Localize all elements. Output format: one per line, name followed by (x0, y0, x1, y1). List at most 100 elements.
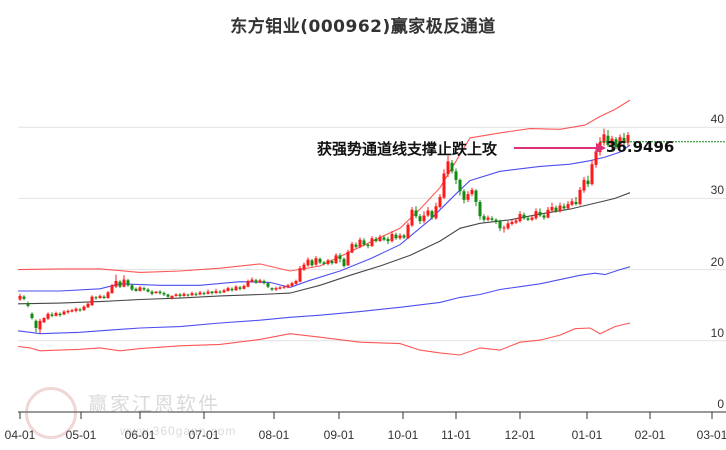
candle (326, 260, 330, 264)
candle (34, 320, 38, 328)
candle (186, 294, 190, 296)
candle (538, 211, 542, 216)
candle (246, 280, 250, 287)
candle (506, 223, 510, 229)
candle (50, 314, 54, 316)
candle (358, 239, 362, 247)
candle (498, 221, 502, 229)
candle (426, 210, 430, 216)
candle (270, 288, 274, 290)
candle (90, 296, 94, 306)
x-tick-label: 03-01 (696, 428, 726, 442)
candle (230, 288, 234, 291)
candle (70, 310, 74, 312)
candle (218, 291, 222, 293)
x-axis (18, 411, 726, 419)
candle (438, 196, 442, 207)
candle (158, 291, 162, 294)
candle (482, 216, 486, 220)
candle (430, 211, 434, 218)
candle (114, 280, 118, 287)
candle (198, 292, 202, 295)
candle (58, 313, 62, 316)
candle (226, 288, 230, 291)
candle (386, 238, 390, 242)
candle (418, 216, 422, 222)
candle (330, 261, 334, 264)
candle (294, 280, 298, 284)
candle (38, 320, 42, 330)
candle (214, 290, 218, 294)
candle (366, 244, 370, 247)
candle (578, 189, 582, 205)
candle (66, 310, 70, 313)
candle (522, 214, 526, 219)
candle (166, 294, 170, 297)
watermark-logo-icon (25, 387, 77, 439)
candle (550, 206, 554, 211)
candle (534, 211, 538, 219)
candle (446, 161, 450, 175)
candle (422, 215, 426, 222)
candle (370, 238, 374, 247)
candle (142, 288, 146, 290)
candle (614, 139, 618, 148)
candle (546, 209, 550, 218)
candle (450, 162, 454, 172)
candle (518, 214, 522, 222)
candle (342, 258, 346, 267)
candle (334, 255, 338, 264)
candle (606, 135, 610, 145)
x-tick-label: 09-01 (323, 428, 355, 442)
candle (262, 280, 266, 284)
candle (458, 179, 462, 192)
x-tick-label: 08-01 (258, 428, 290, 442)
candle (454, 171, 458, 180)
candle (202, 293, 206, 295)
candles (18, 128, 630, 334)
ma-line (17, 192, 631, 305)
y-tick-label: 10 (710, 325, 724, 340)
candle (82, 306, 86, 311)
candle (146, 289, 150, 292)
candle (466, 194, 470, 200)
y-tick-label: 30 (710, 183, 724, 198)
candle (410, 209, 414, 226)
candle (174, 294, 178, 296)
candle (250, 279, 254, 282)
candle (194, 293, 198, 295)
y-tick-label: 0 (717, 397, 724, 411)
candle (154, 291, 158, 294)
lower_inner-line (17, 266, 631, 335)
candle (110, 285, 114, 294)
candle (362, 240, 366, 245)
watermark-url: www.360gann.com (120, 424, 237, 438)
candle (382, 237, 386, 240)
x-tick-label: 04-01 (4, 428, 36, 442)
candle (170, 295, 174, 299)
candle (234, 286, 238, 291)
candle (398, 235, 402, 239)
candle (322, 262, 326, 264)
candle (22, 296, 26, 299)
candle (78, 309, 82, 311)
candle (318, 258, 322, 263)
candle (602, 134, 606, 143)
candle (30, 313, 34, 319)
annotation-text: 获强势通道线支撑止跌上攻 (317, 140, 498, 158)
candle (74, 308, 78, 311)
candle (374, 238, 378, 242)
x-tick-label: 12-01 (504, 428, 536, 442)
candle (442, 173, 446, 198)
candle (162, 293, 166, 295)
watermark-name: 赢家江恩软件 (88, 392, 220, 416)
candle (282, 286, 286, 288)
x-tick-label: 01-01 (571, 428, 603, 442)
candle (134, 288, 138, 291)
candle (526, 218, 530, 220)
candle (182, 293, 186, 296)
candle (126, 280, 130, 286)
chart-title: 东方钼业(000962)赢家极反通道 (230, 17, 496, 37)
grid-lines (18, 126, 726, 342)
candle (54, 313, 58, 316)
